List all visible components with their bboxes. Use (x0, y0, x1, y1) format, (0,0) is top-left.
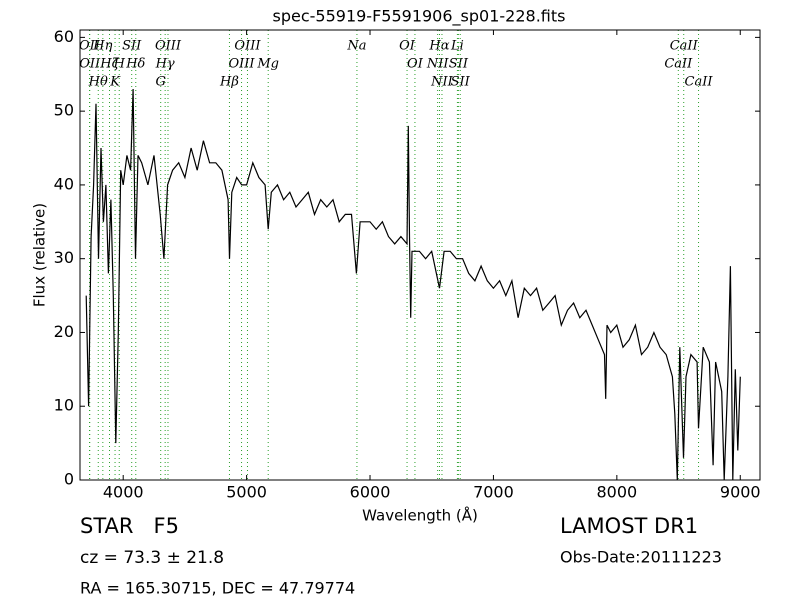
spectral-line-label: K (109, 75, 121, 90)
spectral-line-label: OIII (155, 39, 182, 54)
y-axis-label: Flux (relative) (31, 203, 49, 307)
spectral-line-label: CaII (685, 75, 714, 90)
spectral-line-label: OI (399, 39, 416, 54)
spectral-line-label: Hβ (219, 75, 239, 90)
spectral-line-label: Hζ (99, 57, 119, 72)
spectral-line-label: H (113, 57, 126, 72)
spectral-line-label: Hη (92, 39, 112, 54)
spectral-line-label: Na (346, 39, 366, 54)
cz-text: cz = 73.3 ± 21.8 (80, 548, 224, 568)
spectrum-line (85, 88, 741, 481)
spectral-line-label: SII (122, 39, 142, 54)
spectral-line-label: SII (451, 75, 471, 90)
y-tick-label: 40 (54, 174, 74, 193)
spectral-line-label: OII (79, 57, 101, 72)
spectral-line-label: Mg (256, 57, 279, 72)
plot-frame (79, 29, 761, 481)
date-text: Obs-Date:20111223 (560, 548, 722, 567)
spectral-line-label: Hθ (88, 75, 108, 90)
spectral-line-label: NII (426, 57, 450, 72)
y-tick-label: 20 (54, 322, 74, 341)
x-tick-label: 8000 (596, 483, 637, 502)
x-tick-label: 5000 (226, 483, 267, 502)
y-tick-label: 30 (54, 248, 74, 267)
spectral-line-label: Hα (428, 39, 449, 54)
spectral-line-label: CaII (664, 57, 693, 72)
x-tick-label: 7000 (473, 483, 514, 502)
x-tick-label: 9000 (720, 483, 761, 502)
coord-text: RA = 165.30715, DEC = 47.79774 (80, 579, 355, 598)
spectral-line-label: SII (449, 57, 469, 72)
class-text: STAR F5 (80, 514, 179, 538)
spectral-line-label: OIII (229, 57, 256, 72)
spectral-line-label: OIII (234, 39, 261, 54)
x-tick-label: 6000 (350, 483, 391, 502)
x-tick-label: 4000 (103, 483, 144, 502)
spectral-line-label: Li (450, 39, 464, 54)
y-tick-label: 10 (54, 396, 74, 415)
spectral-line-label: Hδ (125, 57, 145, 72)
y-tick-label: 50 (54, 101, 74, 120)
survey-text: LAMOST DR1 (560, 514, 698, 538)
chart-title: spec-55919-F5591906_sp01-228.fits (273, 7, 566, 27)
x-axis-label: Wavelength (Å) (362, 506, 478, 525)
spectral-line-label: G (156, 75, 166, 90)
spectral-line-label: CaII (670, 39, 699, 54)
y-tick-label: 0 (64, 470, 74, 489)
spectral-line-label: Hγ (155, 57, 175, 72)
spectral-line-label: OI (407, 57, 424, 72)
spectral-line-label: NII (430, 75, 454, 90)
y-tick-label: 60 (54, 27, 74, 46)
